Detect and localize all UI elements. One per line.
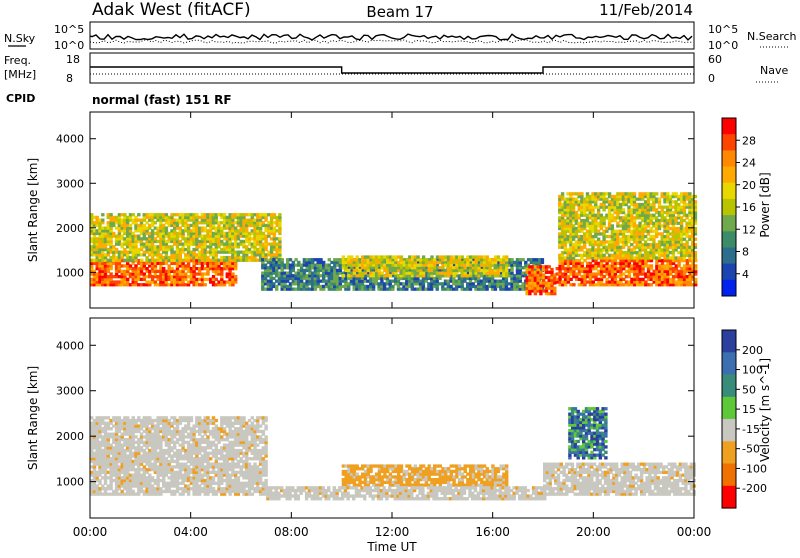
cpid-text: normal (fast) 151 RF <box>92 93 232 107</box>
heatmap-cell <box>281 258 284 261</box>
heatmap-cell <box>204 283 207 286</box>
heatmap-cell <box>400 255 403 258</box>
freq-label-line2: [MHz] <box>4 68 36 81</box>
colorbar-segment <box>722 231 736 248</box>
heatmap-cell <box>655 192 658 195</box>
heatmap-cell <box>650 264 653 267</box>
cpid-label: CPID <box>6 92 35 105</box>
nave-tick-bottom: 0 <box>708 72 715 85</box>
heatmap-cell <box>278 213 281 216</box>
y-tick-label: 1000 <box>56 266 84 279</box>
colorbar-tick-label: 16 <box>742 201 756 214</box>
beam-title: Beam 17 <box>366 3 433 21</box>
heatmap-cell <box>101 219 104 222</box>
heatmap-cell <box>611 224 614 227</box>
freq-tick-bottom: 8 <box>66 72 73 85</box>
colorbar-segment <box>722 183 736 200</box>
nsearch-tick-top: 10^5 <box>708 23 738 36</box>
colorbar-segment <box>722 264 736 281</box>
colorbar-tick-label: 24 <box>742 157 756 170</box>
heatmap-cell <box>694 264 697 267</box>
freq-tick-top: 18 <box>66 53 80 66</box>
nsky-panel-frame <box>90 22 694 49</box>
nsky-tick-top: 10^5 <box>54 23 84 36</box>
colorbar-tick-label: 8 <box>742 246 749 259</box>
colorbar-segment <box>722 248 736 265</box>
colorbar-segment <box>722 118 736 135</box>
y-tick-label: 3000 <box>56 177 84 190</box>
heatmap-cell <box>342 274 345 277</box>
heatmap-cell <box>140 259 143 262</box>
heatmap-cell <box>561 192 564 195</box>
station-title: Adak West (fitACF) <box>92 0 251 20</box>
nsky-label: N.Sky <box>4 32 36 45</box>
power-colorbar-label: Power [dB] <box>758 172 772 237</box>
heatmap-cell <box>339 258 342 261</box>
heatmap-cell <box>622 208 625 211</box>
nsky-tick-bottom: 10^0 <box>54 39 84 52</box>
colorbar-segment <box>722 215 736 232</box>
heatmap-cell <box>550 268 553 271</box>
colorbar-segment <box>722 134 736 151</box>
velocity-heatmap-cells <box>90 407 696 500</box>
nave-label: Nave <box>760 64 788 77</box>
y-tick-label: 4000 <box>56 133 84 146</box>
heatmap-cell <box>101 213 104 216</box>
colorbar-tick-label: 20 <box>742 179 756 192</box>
nsearch-tick-bottom: 10^0 <box>708 39 738 52</box>
freq-trace <box>90 67 694 73</box>
colorbar-segment <box>722 199 736 216</box>
colorbar-tick-label: 12 <box>742 223 756 236</box>
power-colorbar: 28 24 20 16 12 8 4 <box>722 118 756 297</box>
colorbar-segment <box>722 150 736 167</box>
heatmap-cell <box>553 287 556 290</box>
nave-tick-top: 60 <box>708 53 722 66</box>
heatmap-cell <box>505 255 508 258</box>
freq-panel-frame <box>90 53 694 83</box>
y-tick-label: 2000 <box>56 222 84 235</box>
freq-label-line1: Freq. <box>4 54 31 67</box>
colorbar-tick-label: 28 <box>742 134 756 147</box>
heatmap-cell <box>694 278 697 281</box>
power-heatmap-cells <box>90 192 697 295</box>
nsearch-label: N.Search <box>747 30 797 43</box>
power-panel: 1000 2000 3000 4000 Slant Range [km] 28 24 20… <box>26 112 772 308</box>
heatmap-cell <box>234 275 237 278</box>
nsky-trace <box>90 34 692 40</box>
heatmap-cell <box>137 213 140 216</box>
date-title: 11/Feb/2014 <box>599 1 693 19</box>
heatmap-cell <box>541 258 544 261</box>
nsearch-trace <box>90 40 692 43</box>
heatmap-cell <box>580 192 583 195</box>
colorbar-tick-label: 4 <box>742 268 749 281</box>
heatmap-cell <box>278 237 281 240</box>
colorbar-segment <box>722 167 736 184</box>
heatmap-cell <box>633 192 636 195</box>
power-ylabel: Slant Range [km] <box>26 158 40 262</box>
heatmap-cell <box>572 283 575 286</box>
colorbar-segment <box>722 280 736 297</box>
